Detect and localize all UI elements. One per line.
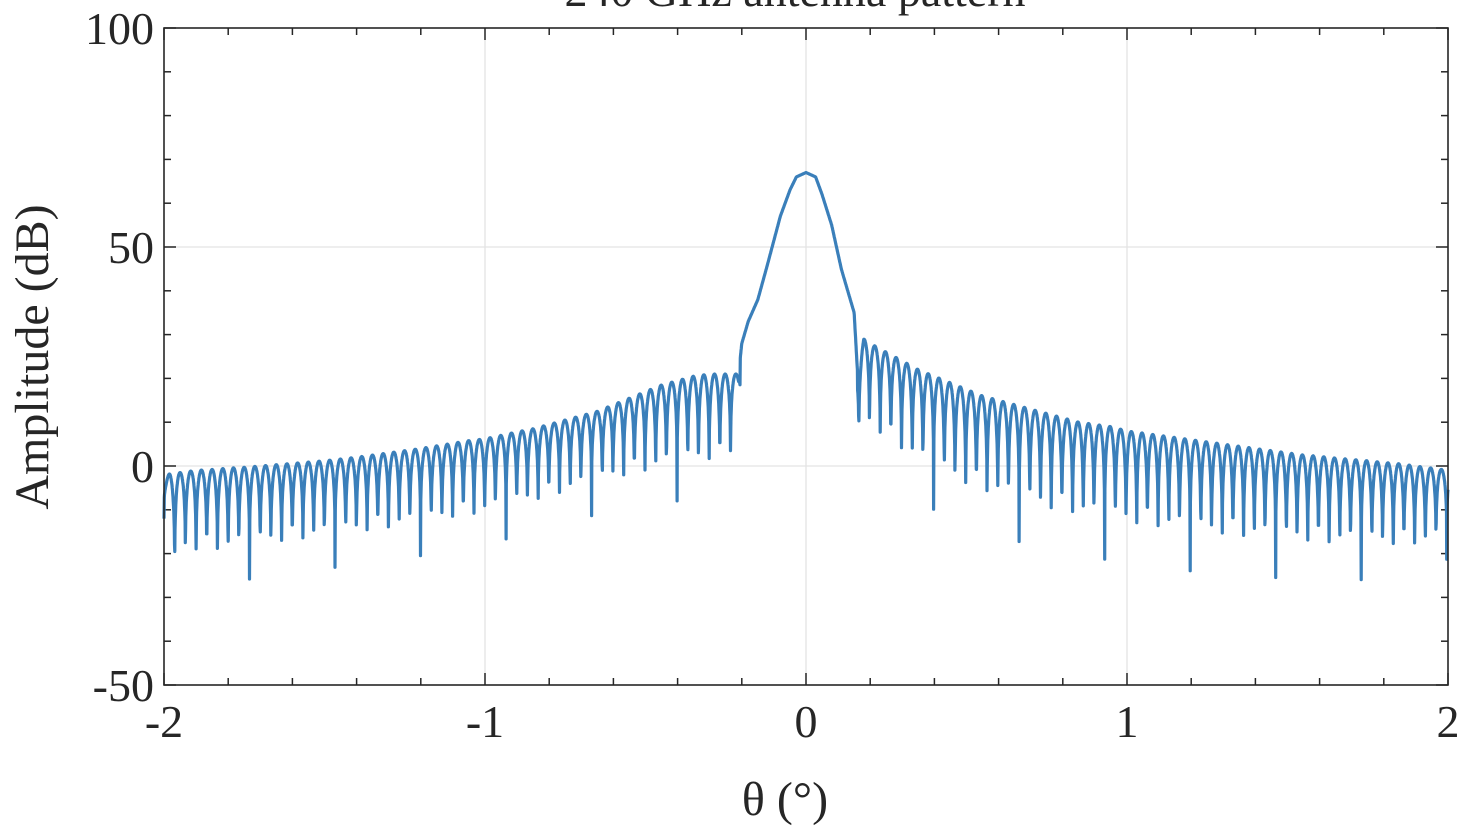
x-tick-label: -2 (145, 696, 183, 747)
chart-title: 240 GHz antenna pattern (564, 0, 1025, 16)
y-tick-label: 0 (131, 441, 154, 492)
x-tick-label: 0 (795, 696, 818, 747)
x-tick-labels: -2 -1 0 1 2 (145, 696, 1460, 747)
x-tick-label: -1 (466, 696, 504, 747)
series-line (162, 170, 1450, 582)
x-tick-label: 2 (1437, 696, 1460, 747)
grid-lines (164, 28, 1448, 685)
x-tick-label: 1 (1116, 696, 1139, 747)
y-tick-labels: -50 0 50 100 (85, 3, 154, 711)
y-tick-label: -50 (93, 660, 154, 711)
y-tick-label: 100 (85, 3, 154, 54)
x-axis-label: θ (°) (742, 773, 828, 826)
axes-box (163, 27, 1449, 686)
y-axis-label: Amplitude (dB) (6, 204, 59, 509)
y-tick-label: 50 (108, 222, 154, 273)
